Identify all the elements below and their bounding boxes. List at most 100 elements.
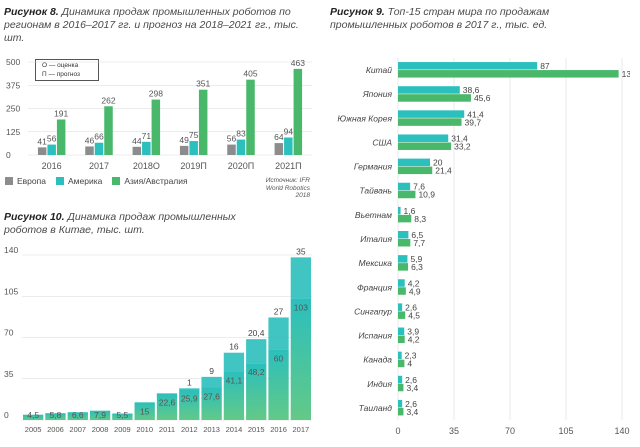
fig9-bar <box>398 118 462 126</box>
fig10-x-tick: 2009 <box>114 425 131 434</box>
fig9-bar <box>398 359 405 368</box>
fig10-bar-base <box>201 387 222 420</box>
fig8-bar <box>179 145 189 155</box>
fig10-bar-base <box>156 393 178 420</box>
fig8-bar <box>227 144 236 155</box>
legend-swatch-asia <box>112 177 121 185</box>
fig9-data-label: 7,6 <box>413 182 425 192</box>
fig10-x-tick: 2017 <box>293 425 310 434</box>
fig9-x-tick: 70 <box>505 426 515 436</box>
fig9-data-label: 2,6 <box>405 375 417 385</box>
fig9-data-label: 8,3 <box>414 214 426 224</box>
fig9-bar <box>398 182 411 191</box>
fig8-y-tick: 500 <box>6 57 20 67</box>
fig8-x-tick: 2019П <box>180 161 207 171</box>
fig10-data-label: 6,6 <box>72 410 84 420</box>
fig8-bar <box>236 139 246 155</box>
legend-label-asia: Азия/Австралия <box>124 176 188 186</box>
fig10-y-tick: 0 <box>4 410 9 420</box>
fig10-bar-base <box>290 298 311 420</box>
fig9-bar <box>398 206 401 215</box>
fig9-bar <box>398 142 452 150</box>
fig8-bar <box>37 147 47 155</box>
fig8-bar <box>132 146 142 155</box>
fig9-data-label: 39,7 <box>465 117 482 127</box>
fig9-data-label: 137,9 <box>622 69 630 79</box>
fig9-bar <box>398 255 408 263</box>
fig9-x-tick: 140 <box>614 426 629 436</box>
fig9-data-label: 7,7 <box>413 238 425 248</box>
fig9-x-tick: 0 <box>395 426 400 436</box>
fig9-data-label: 4,2 <box>408 278 420 288</box>
fig8-bar <box>274 143 284 155</box>
fig10-bar-base <box>246 363 267 420</box>
fig10-data-label-top: 35 <box>296 246 306 256</box>
fig8-data-label: 463 <box>291 58 305 68</box>
fig10-bar-base <box>134 402 155 420</box>
fig9-category-label: Таиланд <box>359 403 393 413</box>
fig9-category-label: Мексика <box>359 258 393 268</box>
fig10-caption: Рисунок 10. Динамика продаж промышленных… <box>4 211 274 237</box>
fig10-bar-base <box>67 412 88 420</box>
fig9-category-label: Канада <box>363 355 392 365</box>
fig8-data-label: 351 <box>196 79 210 89</box>
fig10-bar-top <box>290 257 311 299</box>
fig8-bar <box>142 141 151 155</box>
fig8-data-label: 64 <box>274 132 284 142</box>
fig9-category-label: Китай <box>366 65 392 75</box>
fig10-data-label-top: 20,4 <box>248 328 265 338</box>
fig8-data-label: 66 <box>94 132 104 142</box>
fig9-bar <box>398 214 412 223</box>
fig10-data-label: 5,8 <box>50 410 62 420</box>
fig10-bar-base <box>23 414 44 420</box>
fig10-y-tick: 105 <box>4 286 18 296</box>
fig9-data-label: 2,6 <box>405 302 417 312</box>
fig10-x-tick: 2008 <box>92 425 109 434</box>
fig8-source: Источник: IFR World Robotics 2018 <box>265 177 310 199</box>
fig9-bar <box>398 383 404 392</box>
fig9-bar <box>398 134 449 142</box>
fig9-data-label: 3,9 <box>407 327 419 337</box>
fig8-bar <box>151 99 161 155</box>
legend-label-europe: Европа <box>17 176 46 186</box>
fig8-data-label: 83 <box>236 129 246 139</box>
fig10-data-label-top: 9 <box>209 366 214 376</box>
fig9-bar <box>398 190 416 199</box>
fig10-bar-top <box>268 317 289 350</box>
fig9-chart: 0 35 70 105 140 Китай 87 137,9 Япония 38,645,6 Южн… <box>337 58 630 436</box>
fig10-bar-top <box>201 376 222 388</box>
fig10-x-tick: 2016 <box>270 425 287 434</box>
fig8-bar <box>104 106 113 155</box>
fig9-bar <box>398 375 403 384</box>
fig10-y-tick: 140 <box>4 245 18 255</box>
fig9-data-label: 41,4 <box>467 109 484 119</box>
fig10-chart: 0 35 70 105 140 4,5 2005 5,8 2006 6,6 2007 7,9 2008 5… <box>4 245 312 434</box>
fig10-bar-top <box>223 352 245 372</box>
fig9-bar <box>398 94 471 102</box>
fig10-x-tick: 2014 <box>226 425 243 434</box>
fig10-data-label: 41,1 <box>226 376 243 386</box>
fig8-x-tick: 2017 <box>89 161 109 171</box>
fig10-data-label: 103 <box>294 303 308 313</box>
fig8-bar <box>293 68 303 155</box>
fig9-data-label: 3,4 <box>406 383 418 393</box>
fig10-data-label-top: 16 <box>229 342 239 352</box>
fig9-data-label: 10,9 <box>418 190 435 200</box>
fig8-data-label: 46 <box>85 135 95 145</box>
legend-swatch-europe <box>5 177 13 185</box>
fig9-bar <box>398 62 538 70</box>
fig10-data-label: 15 <box>140 406 150 416</box>
fig10-x-tick: 2013 <box>203 425 220 434</box>
fig9-data-label: 4,2 <box>408 335 420 345</box>
fig10-bar-base <box>223 371 245 420</box>
fig8-data-label: 405 <box>243 69 257 79</box>
fig10-data-label: 22,6 <box>159 397 176 407</box>
fig8-data-label: 44 <box>132 136 142 146</box>
fig8-bar <box>189 141 198 155</box>
fig9-bar <box>398 231 409 239</box>
fig9-data-label: 20 <box>433 158 443 168</box>
fig9-category-label: Южная Корея <box>337 113 392 123</box>
fig10-data-label: 27,6 <box>203 391 220 401</box>
fig9-data-label: 31,4 <box>451 133 468 143</box>
